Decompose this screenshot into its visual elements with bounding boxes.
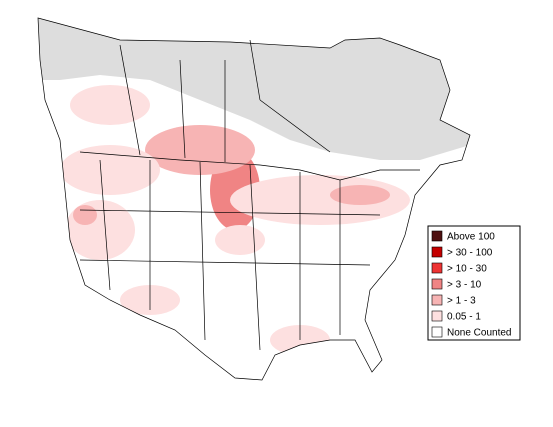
abundance-area — [73, 205, 97, 225]
legend-swatch — [431, 246, 443, 258]
legend-label: > 3 - 10 — [447, 280, 482, 291]
legend-swatch — [431, 294, 443, 306]
legend-box — [427, 225, 521, 341]
legend-swatch — [431, 230, 443, 242]
abundance-area — [330, 185, 390, 205]
abundance-area — [60, 145, 160, 195]
legend: Above 100 > 30 - 100 > 10 - 30 > 3 - 10 > 1 … — [431, 230, 512, 339]
borders — [37, 17, 471, 381]
legend-label: > 1 - 3 — [447, 296, 476, 307]
legend-label: > 10 - 30 — [447, 264, 487, 275]
legend-label: 0.05 - 1 — [447, 312, 481, 323]
abundance-area — [145, 125, 255, 175]
legend-swatch — [431, 310, 443, 322]
abundance-area — [70, 85, 150, 125]
legend-label: Above 100 — [447, 232, 495, 243]
legend-label: None Counted — [447, 328, 512, 339]
legend-label: > 30 - 100 — [447, 248, 493, 259]
abundance-area — [215, 225, 265, 255]
legend-swatch — [431, 278, 443, 290]
legend-swatch — [431, 262, 443, 274]
legend-swatch — [431, 326, 443, 338]
